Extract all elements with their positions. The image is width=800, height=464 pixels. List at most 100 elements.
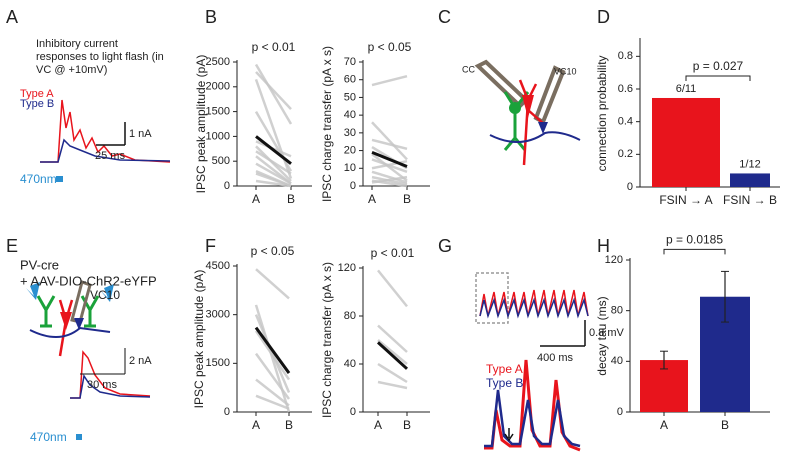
paired-line bbox=[254, 63, 293, 125]
paired-line bbox=[254, 110, 293, 172]
scale-x-label: 25 ms bbox=[95, 150, 125, 162]
annotation: p < 0.01 bbox=[252, 40, 296, 54]
paired-line bbox=[371, 121, 408, 161]
legend-type-b: Type B bbox=[20, 98, 54, 110]
panel-letter: C bbox=[438, 7, 451, 27]
y-tick-label: 10 bbox=[344, 162, 356, 174]
y-tick-label: 2500 bbox=[206, 56, 230, 68]
mean-line bbox=[254, 326, 291, 374]
paired-line bbox=[255, 150, 292, 175]
mean-line bbox=[255, 135, 292, 165]
y-axis-label: IPSC charge transfer (pA x s) bbox=[320, 46, 334, 202]
paired-line bbox=[255, 71, 292, 110]
y-axis-label: connection probability bbox=[595, 55, 609, 171]
paired-line bbox=[254, 330, 291, 381]
y-tick-label: 0 bbox=[627, 181, 633, 193]
x-tick-label: B bbox=[285, 418, 293, 432]
x-tick-label: A bbox=[252, 192, 260, 206]
x-tick-label: FSIN → B bbox=[723, 193, 777, 207]
scale-y-label: 2 nA bbox=[129, 355, 152, 367]
y-tick-label: 0 bbox=[617, 406, 623, 418]
y-tick-label: 40 bbox=[344, 358, 356, 370]
legend-type-b: Type B bbox=[486, 376, 523, 390]
mean-line bbox=[376, 341, 409, 370]
paired-line bbox=[377, 324, 408, 353]
paired-line bbox=[255, 394, 290, 410]
trace-a bbox=[40, 99, 171, 182]
paired-line bbox=[371, 170, 408, 184]
y-tick-label: 40 bbox=[344, 109, 356, 121]
y-tick-label: 1000 bbox=[206, 130, 230, 142]
panel-letter: G bbox=[438, 236, 452, 256]
paired-line bbox=[371, 159, 408, 170]
y-tick-label: 60 bbox=[344, 74, 356, 86]
annotation: p < 0.05 bbox=[368, 40, 412, 54]
y-tick-label: 0.4 bbox=[618, 116, 633, 128]
pipette-label: VC10 bbox=[90, 288, 120, 302]
x-tick-label: B bbox=[403, 192, 411, 206]
paired-line bbox=[255, 162, 292, 185]
x-tick-label: B bbox=[403, 418, 411, 432]
significance-bracket bbox=[685, 75, 751, 81]
panel-letter: E bbox=[6, 236, 18, 256]
scale-y-label: 1 nA bbox=[129, 128, 152, 140]
paired-line bbox=[371, 153, 408, 182]
x-tick-label: FSIN → A bbox=[659, 193, 712, 207]
paired-line bbox=[377, 269, 408, 308]
y-tick-label: 120 bbox=[605, 254, 623, 266]
annotation: p = 0.0185 bbox=[666, 233, 723, 247]
paired-line bbox=[371, 138, 408, 151]
paired-line bbox=[255, 378, 290, 407]
y-tick-label: 80 bbox=[611, 305, 623, 317]
annotation: p < 0.01 bbox=[371, 246, 415, 260]
y-axis-label: IPSC peak amplitude (pA) bbox=[192, 270, 206, 409]
legend-type-a: Type A bbox=[20, 88, 54, 100]
y-tick-label: 0.8 bbox=[618, 50, 633, 62]
annotation: p < 0.05 bbox=[251, 244, 295, 258]
y-axis-label: IPSC peak amplitude (pA) bbox=[194, 55, 208, 194]
y-tick-label: 1500 bbox=[206, 106, 230, 118]
y-tick-label: 1500 bbox=[206, 357, 230, 369]
y-tick-label: 0.2 bbox=[618, 148, 633, 160]
construct-label: + AAV-DIO-ChR2-eYFP bbox=[20, 273, 157, 288]
panel-letter: F bbox=[205, 236, 216, 256]
significance-bracket bbox=[663, 248, 726, 255]
y-tick-label: 80 bbox=[344, 310, 356, 322]
bar bbox=[730, 173, 770, 187]
panel-letter: B bbox=[205, 7, 217, 27]
panel-letter: A bbox=[6, 7, 18, 27]
y-tick-label: 120 bbox=[338, 262, 356, 274]
neuron-diagram-c bbox=[474, 59, 581, 166]
paired-line bbox=[377, 362, 408, 384]
y-tick-label: 50 bbox=[344, 91, 356, 103]
x-tick-label: A bbox=[252, 418, 260, 432]
pipette-label: VC10 bbox=[554, 66, 577, 76]
x-tick-label: B bbox=[721, 418, 729, 432]
value-label: 6/11 bbox=[676, 83, 697, 95]
scale-x-label: 30 ms bbox=[87, 379, 117, 391]
y-tick-label: 40 bbox=[611, 355, 623, 367]
trace-g bbox=[475, 272, 589, 452]
y-tick-label: 500 bbox=[212, 155, 230, 167]
annotation: p = 0.027 bbox=[693, 59, 744, 73]
x-tick-label: A bbox=[660, 418, 668, 432]
bar bbox=[652, 97, 720, 187]
scale-x-label: 400 ms bbox=[537, 352, 574, 364]
stimulus-label: 470nm bbox=[20, 172, 57, 186]
panel-a-caption: Inhibitory current responses to light fl… bbox=[36, 38, 164, 76]
panel-letter: D bbox=[597, 7, 610, 27]
x-tick-label: A bbox=[374, 418, 382, 432]
paired-line bbox=[255, 268, 290, 300]
y-tick-label: 20 bbox=[344, 144, 356, 156]
scale-y-label: 0.8 mV bbox=[589, 327, 625, 339]
y-tick-label: 0.6 bbox=[618, 83, 633, 95]
neuron-diagram-e bbox=[26, 280, 151, 440]
y-tick-label: 0 bbox=[350, 180, 356, 192]
y-tick-label: 0 bbox=[224, 180, 230, 192]
paired-line bbox=[254, 304, 291, 413]
stimulus-label: 470nm bbox=[30, 430, 67, 444]
y-tick-label: 3000 bbox=[206, 309, 230, 321]
value-label: 1/12 bbox=[739, 158, 760, 170]
